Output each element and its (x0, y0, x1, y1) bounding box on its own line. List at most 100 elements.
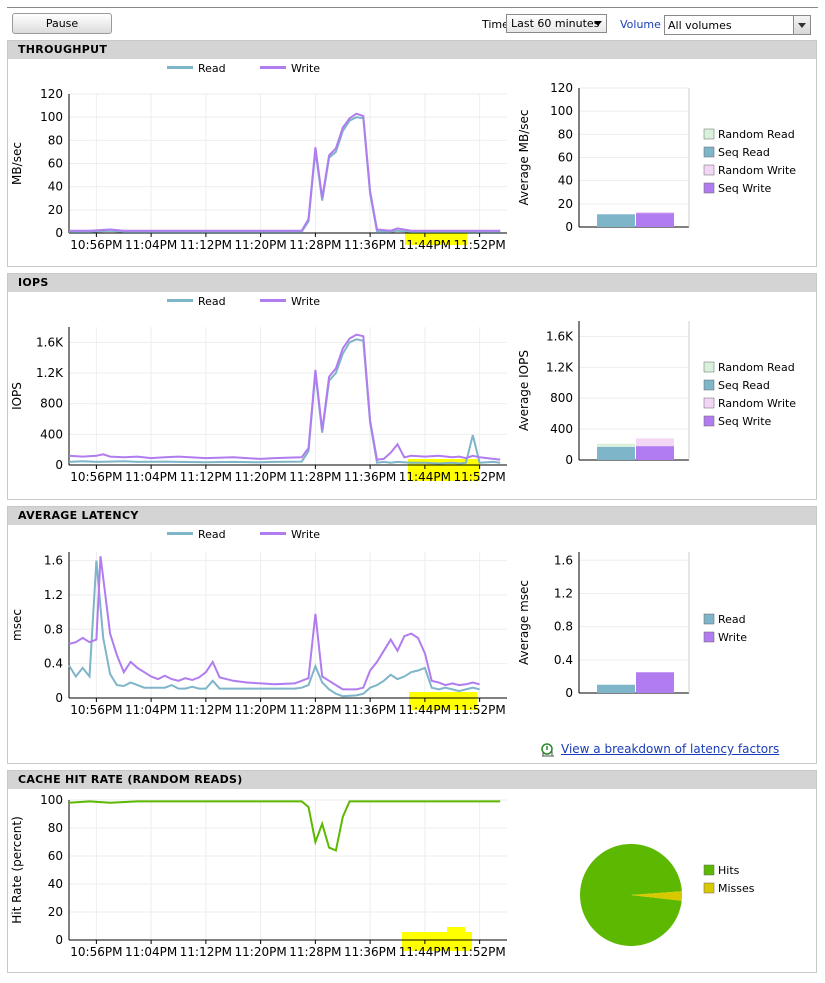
y-tick-label: 1.6 (44, 554, 63, 568)
write-series-line (68, 333, 501, 461)
legend-write-swatch (260, 532, 286, 535)
read-series-line (68, 338, 501, 465)
y-tick-label: 1.2 (44, 588, 63, 602)
bar-legend-label: Write (718, 631, 747, 644)
highlight-mark (447, 927, 465, 951)
x-tick-label: 11:12PM (180, 470, 232, 484)
volume-label: Volume : (620, 18, 669, 31)
x-tick-label: 11:52PM (454, 238, 506, 252)
volume-value: All volumes (668, 19, 732, 32)
pie-legend-label: Misses (718, 882, 755, 895)
x-tick-label: 11:20PM (235, 470, 287, 484)
write-series-line (69, 112, 501, 232)
bar-legend-swatch (703, 397, 715, 409)
legend-read-swatch (167, 532, 193, 535)
y-tick-label: 40 (48, 877, 63, 891)
y-tick-label: 20 (48, 905, 63, 919)
y-tick-label: 100 (40, 110, 63, 124)
y-tick-label: 1.6K (36, 335, 64, 349)
x-tick-label: 11:28PM (289, 703, 341, 717)
legend-write-label: Write (291, 528, 320, 541)
y-axis-label: msec (10, 609, 24, 641)
pie-legend-swatch (703, 882, 715, 894)
pie-slice-hits (580, 843, 682, 946)
x-tick-label: 11:04PM (125, 238, 177, 252)
bar-segment (597, 443, 635, 447)
x-tick-label: 11:52PM (454, 470, 506, 484)
legend-read-swatch (167, 66, 193, 69)
x-tick-label: 11:36PM (344, 470, 396, 484)
bar-segment (597, 446, 635, 460)
bar-y-tick-label: 100 (550, 104, 573, 118)
highlight-mark (409, 692, 477, 710)
bar-segment (597, 214, 635, 227)
x-tick-label: 11:52PM (454, 945, 506, 959)
toolbar-divider (7, 7, 818, 8)
legend-read-label: Read (198, 295, 226, 308)
y-axis-label: MB/sec (10, 142, 24, 185)
pause-button[interactable]: Pause (12, 13, 112, 34)
bar-y-tick-label: 40 (558, 174, 573, 188)
bar-legend-label: Random Read (718, 361, 795, 374)
bar-legend-label: Seq Read (718, 146, 770, 159)
y-tick-label: 0 (55, 691, 63, 705)
bar-segment (636, 211, 674, 214)
toolbar: Pause Time Last 60 minutes Volume : All … (0, 0, 825, 40)
y-tick-label: 1.2K (36, 366, 64, 380)
x-tick-label: 11:12PM (180, 238, 232, 252)
y-axis-label: IOPS (10, 382, 24, 410)
bar-y-tick-label: 0.8 (554, 620, 573, 634)
x-tick-label: 11:12PM (180, 945, 232, 959)
x-tick-label: 10:56PM (70, 945, 122, 959)
pie-legend-swatch (703, 864, 715, 876)
y-tick-label: 80 (48, 821, 63, 835)
x-tick-label: 10:56PM (70, 238, 122, 252)
x-tick-label: 11:44PM (399, 945, 451, 959)
iops-header: IOPS (8, 274, 816, 292)
y-tick-label: 120 (40, 87, 63, 101)
bar-legend-swatch (703, 164, 715, 176)
bar-y-tick-label: 0 (565, 220, 573, 234)
bar-y-tick-label: 1.2K (546, 360, 574, 374)
legend-write-swatch (260, 299, 286, 302)
time-range-select[interactable]: Last 60 minutes (506, 14, 607, 33)
throughput-panel: THROUGHPUT (7, 40, 817, 267)
bar-segment (597, 684, 635, 693)
chevron-down-icon[interactable] (793, 16, 810, 34)
latency-breakdown-icon[interactable] (540, 742, 556, 758)
latency-charts: 0 0.4 0.8 1.2 1.6 10:56PM 11:04PM 11:12PM 11:20P… (10, 528, 747, 717)
bar-segment (636, 446, 674, 460)
bar-legend-swatch (703, 415, 715, 427)
legend-write-label: Write (291, 62, 320, 75)
legend-read-swatch (167, 299, 193, 302)
x-tick-label: 11:36PM (344, 238, 396, 252)
x-tick-label: 11:28PM (289, 238, 341, 252)
x-tick-label: 11:04PM (125, 945, 177, 959)
y-tick-label: 20 (48, 203, 63, 217)
x-tick-label: 11:44PM (399, 703, 451, 717)
x-tick-label: 11:36PM (344, 945, 396, 959)
bar-legend-swatch (703, 361, 715, 373)
bar-legend-swatch (703, 128, 715, 140)
read-series-line (68, 560, 480, 698)
x-tick-label: 11:44PM (399, 238, 451, 252)
y-tick-label: 0.4 (44, 657, 63, 671)
bar-y-tick-label: 800 (550, 391, 573, 405)
volume-select[interactable]: All volumes (664, 15, 811, 35)
y-tick-label: 40 (48, 180, 63, 194)
y-tick-label: 100 (40, 793, 63, 807)
y-tick-label: 0 (55, 933, 63, 947)
bar-legend-label: Seq Write (718, 182, 772, 195)
x-tick-label: 11:28PM (289, 945, 341, 959)
latency-breakdown-link[interactable]: View a breakdown of latency factors (561, 742, 780, 756)
bar-y-tick-label: 60 (558, 151, 573, 165)
bar-legend-label: Random Write (718, 397, 796, 410)
x-tick-label: 11:28PM (289, 470, 341, 484)
x-tick-label: 11:20PM (235, 703, 287, 717)
bar-y-tick-label: 120 (550, 81, 573, 95)
latency-header: AVERAGE LATENCY (8, 507, 816, 525)
bar-legend-swatch (703, 146, 715, 158)
read-series-line (69, 116, 501, 233)
y-axis-label: Hit Rate (percent) (10, 816, 24, 924)
